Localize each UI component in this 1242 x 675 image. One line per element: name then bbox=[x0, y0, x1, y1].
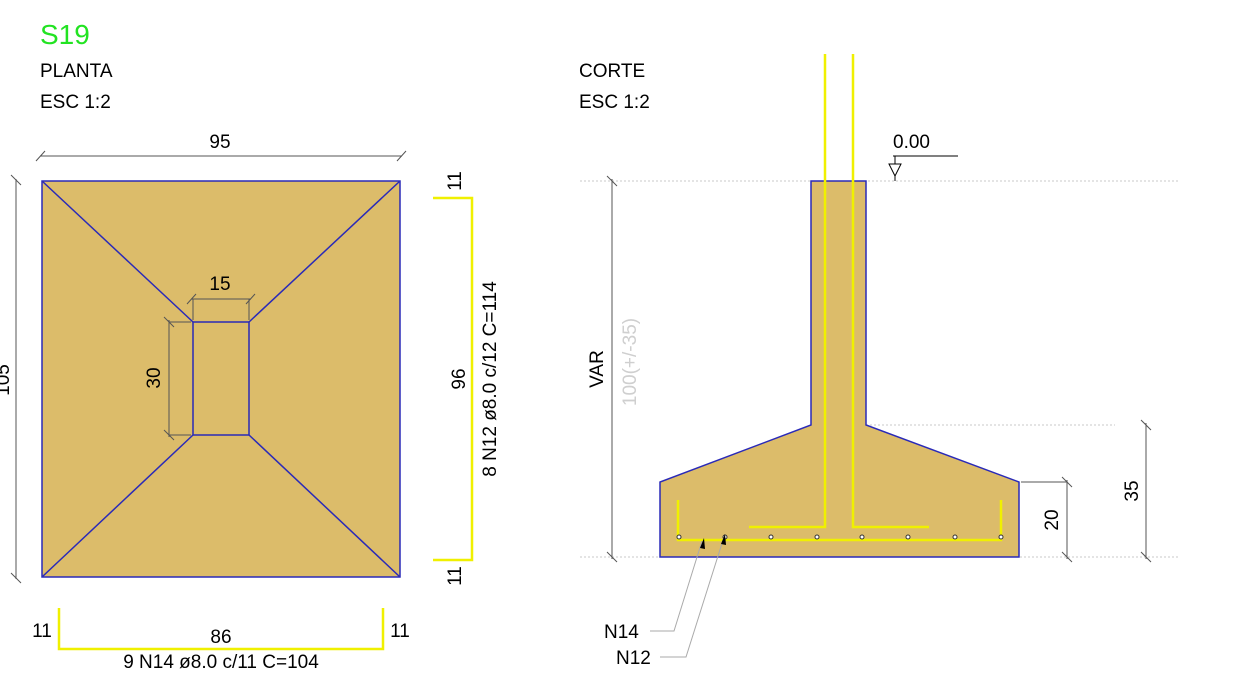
height-ref-value: 100(+/-35) bbox=[620, 318, 641, 406]
plan-width-value: 95 bbox=[209, 132, 230, 153]
height-var-dimension bbox=[606, 175, 618, 563]
column-width-dimension bbox=[186, 293, 256, 320]
level-value: 0.00 bbox=[893, 132, 930, 153]
plan-view-label: PLANTA bbox=[40, 61, 113, 82]
level-marker bbox=[888, 155, 958, 181]
plan-length-dimension bbox=[10, 174, 22, 584]
plan-view: 95 105 15 30 11 11 96 bbox=[0, 132, 501, 673]
rebar-callout-lines bbox=[650, 536, 725, 658]
height-var-value: VAR bbox=[587, 350, 608, 388]
section-view-label: CORTE bbox=[579, 61, 645, 82]
footing-height-value: 35 bbox=[1122, 480, 1143, 501]
section-footing bbox=[659, 180, 1020, 558]
callout-n14: N14 bbox=[604, 622, 639, 643]
edge-height-dimension bbox=[1021, 476, 1073, 563]
edge-height-value: 20 bbox=[1042, 509, 1063, 530]
callout-n12: N12 bbox=[616, 648, 651, 669]
drawing-title: S19 bbox=[40, 19, 90, 50]
rebar-x-hook-left: 11 bbox=[32, 621, 52, 642]
starter-bars bbox=[749, 54, 929, 529]
column-length-value: 30 bbox=[144, 367, 165, 388]
rebar-y-hook-bottom: 11 bbox=[445, 566, 466, 586]
rebar-callout-arrows bbox=[700, 534, 726, 549]
plan-slope-lines bbox=[41, 180, 401, 578]
rebar-x-straight: 86 bbox=[210, 627, 231, 648]
column-length-dimension bbox=[163, 316, 191, 441]
section-scale-label: ESC 1:2 bbox=[579, 92, 650, 113]
plan-column bbox=[192, 321, 250, 436]
rebar-x-hook-right: 11 bbox=[390, 621, 410, 642]
rebar-y-spec: 8 N12 ø8.0 c/12 C=114 bbox=[480, 281, 501, 477]
rebar-x-spec: 9 N14 ø8.0 c/11 C=104 bbox=[123, 652, 319, 673]
footing-height-dimension bbox=[1140, 419, 1152, 563]
plan-scale-label: ESC 1:2 bbox=[40, 92, 111, 113]
rebar-y-straight: 96 bbox=[449, 368, 470, 389]
plan-width-dimension bbox=[35, 150, 407, 162]
bottom-mesh-bar bbox=[676, 500, 1003, 542]
section-view: 0.00 VAR 100(+/-35) 35 20 bbox=[580, 54, 1180, 669]
rebar-y-hook-top: 11 bbox=[445, 171, 466, 191]
rebar-y-bar bbox=[433, 196, 474, 562]
plan-length-value: 105 bbox=[0, 364, 14, 396]
rebar-x-bar bbox=[57, 608, 385, 651]
column-width-value: 15 bbox=[209, 274, 230, 295]
